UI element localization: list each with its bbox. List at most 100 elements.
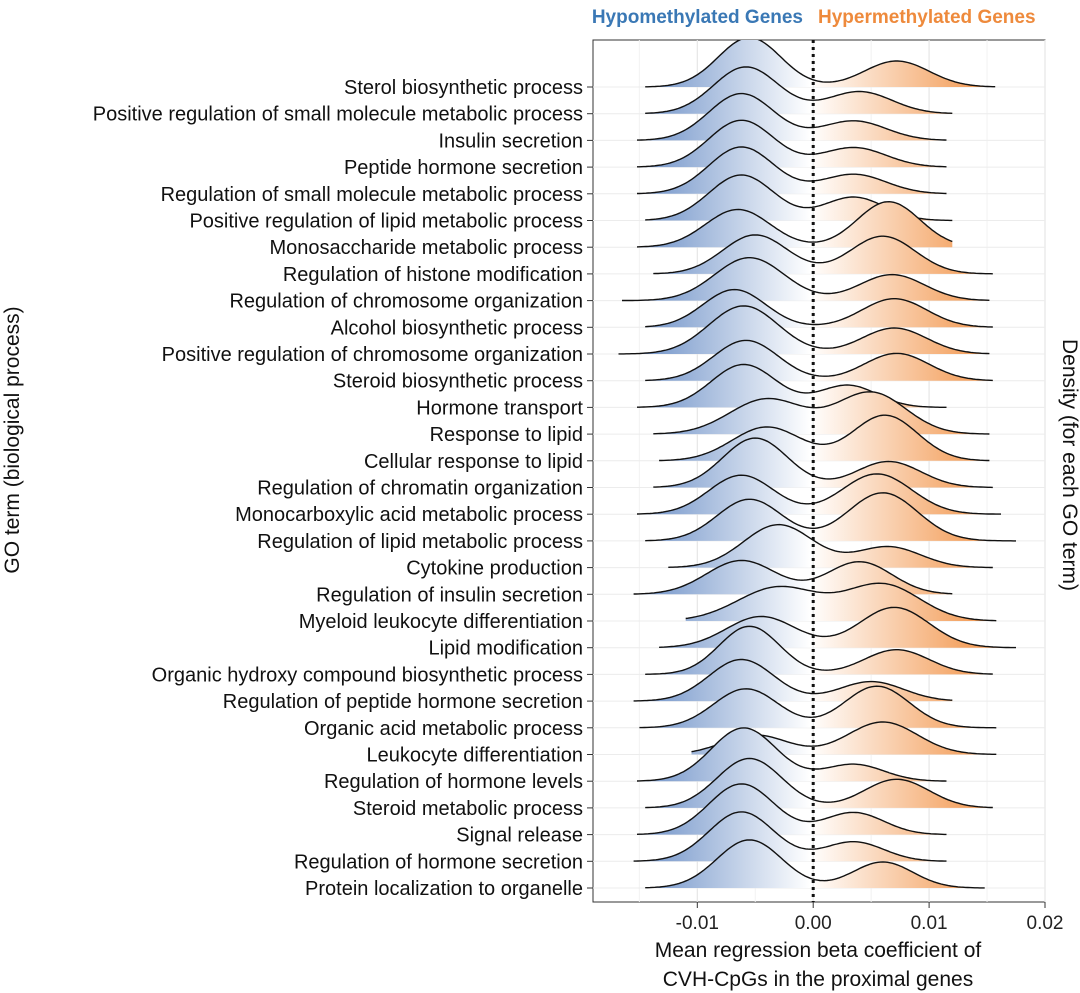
ridge-fill-negative — [633, 659, 812, 702]
ridge-31 — [645, 839, 985, 889]
ridge-fill-positive — [814, 841, 947, 862]
go-term-label: Positive regulation of chromosome organi… — [162, 344, 583, 366]
ridge-outline — [645, 288, 993, 328]
hypomethylated-header: Hypomethylated Genes — [592, 7, 803, 28]
ridge-outline — [645, 40, 996, 88]
ridge-8 — [653, 234, 993, 275]
ridge-outline — [636, 783, 947, 836]
ridge-fill-negative — [653, 234, 811, 274]
ridge-outline — [645, 757, 993, 809]
ridge-21 — [685, 582, 997, 622]
go-term-label: Hormone transport — [416, 397, 583, 419]
ridge-outline — [645, 492, 1016, 542]
ridge-19 — [668, 523, 993, 569]
go-term-label: Organic hydroxy compound biosynthetic pr… — [152, 664, 583, 686]
ridge-fill-negative — [633, 560, 812, 595]
ridge-fill-negative — [622, 257, 811, 301]
ridge-fill-positive — [813, 147, 947, 168]
go-term-label: Lipid modification — [428, 638, 583, 660]
go-term-label: Response to lipid — [430, 424, 583, 446]
ridge-fill-positive — [814, 391, 990, 435]
go-term-label: Regulation of insulin secretion — [316, 584, 583, 606]
go-term-label: Regulation of histone modification — [283, 264, 583, 286]
ridge-fill-positive — [813, 812, 947, 835]
hypermethylated-header: Hypermethylated Genes — [818, 7, 1036, 28]
ridge-9 — [622, 257, 990, 302]
x-axis-ticks: -0.01 0.00 0.01 0.02 — [676, 902, 1064, 934]
ridge-fill-positive — [814, 779, 993, 808]
go-term-label: Sterol biosynthetic process — [344, 77, 583, 99]
ridge-outline — [636, 473, 1001, 515]
go-term-label: Steroid metabolic process — [353, 798, 583, 820]
ridge-outline — [685, 582, 997, 622]
ridge-outline — [637, 119, 947, 168]
ridge-28 — [645, 757, 993, 809]
go-term-label: Cellular response to lipid — [364, 451, 583, 473]
ridge-outline — [622, 257, 990, 302]
ridge-4 — [637, 119, 947, 168]
go-term-label: Positive regulation of small molecule me… — [93, 104, 583, 126]
ridge-fill-positive — [814, 353, 993, 381]
ridge-outline — [637, 146, 947, 195]
ridge-outline — [633, 559, 953, 595]
ridge-fill-positive — [814, 583, 997, 621]
ridge-fill-positive — [814, 328, 990, 354]
go-term-label: Insulin secretion — [438, 130, 583, 152]
ridge-outline — [645, 339, 993, 382]
go-term-label: Alcohol biosynthetic process — [331, 317, 583, 339]
go-term-labels: Sterol biosynthetic process Positive regu… — [93, 77, 593, 900]
ridge-fill-positive — [814, 540, 993, 568]
ridge-fill-positive — [814, 492, 1016, 541]
go-term-label: Regulation of small molecule metabolic p… — [161, 184, 583, 206]
ridge-outline — [637, 92, 947, 141]
ridge-fill-negative — [685, 586, 813, 621]
ridge-5 — [637, 146, 947, 195]
go-term-label: Organic acid metabolic process — [304, 718, 583, 740]
ridge-outline — [653, 234, 993, 275]
ridge-outline — [659, 414, 990, 462]
ridge-fill-negative — [653, 398, 812, 435]
ridge-3 — [637, 92, 947, 141]
ridge-outline — [618, 305, 990, 355]
x-tick-label: -0.01 — [676, 913, 719, 934]
ridge-fill-positive — [813, 561, 953, 595]
density-ridges — [618, 40, 1016, 889]
ridge-14 — [653, 391, 990, 435]
ridge-outline — [653, 391, 990, 435]
ridge-fill-negative — [637, 120, 812, 168]
ridge-outline — [633, 811, 947, 862]
go-term-label: Myeloid leukocyte differentiation — [299, 611, 583, 633]
go-term-label: Regulation of hormone secretion — [294, 851, 583, 873]
ridge-fill-negative — [668, 524, 812, 568]
ridge-23 — [645, 625, 993, 675]
ridge-fill-negative — [645, 40, 813, 87]
ridge-fill-positive — [813, 722, 997, 755]
ridge-outline — [633, 658, 953, 702]
go-term-label: Monosaccharide metabolic process — [270, 237, 584, 259]
x-tick-label: 0.01 — [911, 913, 948, 934]
x-tick-label: 0.02 — [1027, 913, 1064, 934]
ridge-fill-positive — [813, 764, 947, 782]
ridge-1 — [645, 40, 996, 88]
go-term-label: Cytokine production — [406, 558, 583, 580]
ridge-fill-negative — [653, 438, 811, 488]
ridge-fill-positive — [814, 91, 953, 114]
ridge-11 — [618, 305, 990, 355]
go-term-label: Regulation of lipid metabolic process — [257, 531, 583, 553]
ridge-fill-positive — [814, 607, 1016, 648]
ridge-12 — [645, 339, 993, 382]
ridge-fill-positive — [814, 415, 990, 461]
ridge-outline — [639, 685, 997, 729]
x-tick-label: 0.00 — [795, 913, 832, 934]
ridge-fill-positive — [814, 649, 993, 675]
go-term-label: Leukocyte differentiation — [367, 745, 583, 767]
go-term-label: Steroid biosynthetic process — [333, 371, 583, 393]
ridge-2 — [645, 66, 953, 114]
ridge-outline — [659, 606, 1016, 649]
ridge-fill-negative — [637, 147, 812, 194]
go-term-label: Signal release — [456, 825, 583, 847]
go-term-label: Peptide hormone secretion — [344, 157, 583, 179]
y-axis-title: GO term (biological process) — [1, 306, 24, 573]
ridge-outline — [653, 437, 993, 489]
